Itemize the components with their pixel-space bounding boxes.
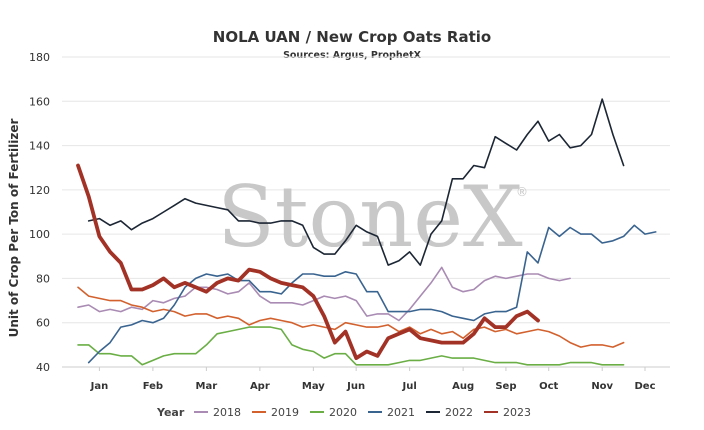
- y-axis-ticks: 40 60 80 100 120 140 160 180: [29, 51, 50, 374]
- series-line-2023: [76, 163, 540, 361]
- legend-title: Year: [156, 406, 185, 419]
- y-tick-label: 40: [36, 361, 50, 374]
- legend-item-2023[interactable]: 2023: [503, 406, 531, 419]
- x-tick-label: Jun: [346, 381, 365, 392]
- watermark-registered-mark: ®: [516, 185, 528, 199]
- legend: Year 2018 2019 2020 2021 2022 2023: [156, 406, 531, 419]
- y-tick-label: 160: [29, 95, 50, 108]
- x-tick-label: Oct: [539, 381, 558, 392]
- x-tick-label: May: [302, 381, 325, 392]
- legend-item-2021[interactable]: 2021: [387, 406, 415, 419]
- chart-title: NOLA UAN / New Crop Oats Ratio: [213, 28, 491, 46]
- x-axis-ticks: Jan Feb Mar Apr May Jun Jul Aug Sep Oct Nov Dec: [90, 367, 656, 392]
- x-tick-label: Apr: [250, 381, 270, 392]
- x-tick-label: Mar: [196, 381, 218, 392]
- series-line-2020: [77, 326, 625, 366]
- chart-subtitle: Sources: Argus, ProphetX: [283, 50, 422, 61]
- x-tick-label: Dec: [634, 381, 655, 392]
- x-tick-label: Aug: [452, 381, 474, 392]
- series-lines: [76, 98, 657, 366]
- y-tick-label: 120: [29, 184, 50, 197]
- series-line-2018: [77, 266, 571, 322]
- series-line-2021: [87, 224, 657, 364]
- legend-item-2019[interactable]: 2019: [271, 406, 299, 419]
- y-tick-label: 60: [36, 317, 50, 330]
- y-tick-label: 80: [36, 272, 50, 285]
- x-tick-label: Nov: [591, 381, 613, 392]
- watermark: StoneX ®: [217, 168, 528, 266]
- series-line-2022: [87, 98, 625, 266]
- watermark-text: StoneX: [217, 168, 523, 266]
- x-tick-label: Sep: [495, 381, 516, 392]
- x-tick-label: Jul: [402, 381, 417, 392]
- y-tick-label: 180: [29, 51, 50, 64]
- y-axis-label: Unit of Crop Per Ton of Fertilizer: [7, 119, 21, 338]
- y-tick-label: 140: [29, 140, 50, 153]
- x-tick-label: Jan: [90, 381, 109, 392]
- x-tick-label: Feb: [143, 381, 163, 392]
- legend-item-2020[interactable]: 2020: [329, 406, 357, 419]
- legend-item-2022[interactable]: 2022: [445, 406, 473, 419]
- legend-item-2018[interactable]: 2018: [213, 406, 241, 419]
- y-tick-label: 100: [29, 228, 50, 241]
